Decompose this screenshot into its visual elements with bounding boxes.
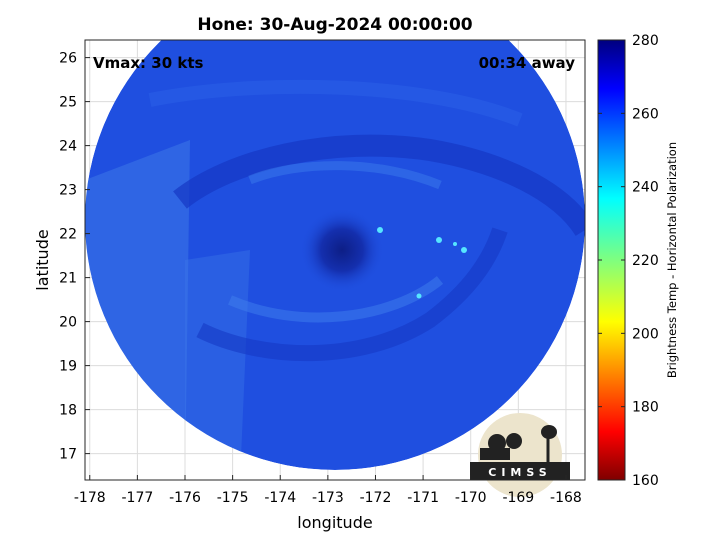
y-tick-label: 19 (59, 359, 77, 375)
x-tick-label: -173 (312, 490, 344, 506)
time-away-label: 00:34 away (479, 54, 576, 72)
colorbar-tick-label: 160 (632, 473, 659, 489)
vmax-label: Vmax: 30 kts (93, 54, 203, 72)
colorbar-label: Brightness Temp - Horizontal Polarizatio… (665, 142, 679, 378)
logo-text: CIMSS (488, 466, 551, 479)
y-tick-label: 26 (59, 51, 77, 67)
x-tick-label: -174 (264, 490, 296, 506)
colorbar-tick-label: 260 (632, 106, 659, 122)
x-tick-label: -169 (502, 490, 534, 506)
x-tick-label: -177 (121, 490, 153, 506)
axes-frame (84, 39, 586, 481)
x-tick-label: -176 (169, 490, 201, 506)
x-tick-label: -168 (550, 490, 582, 506)
cold-spot (453, 242, 457, 246)
x-tick-label: -178 (74, 490, 106, 506)
colorbar (597, 39, 626, 481)
microwave-swath (85, 40, 585, 470)
y-tick-label: 17 (59, 447, 77, 463)
colorbar-ticks: 280 260 240 220 200 180 160 (598, 33, 659, 489)
colorbar-tick-label: 240 (632, 180, 659, 196)
y-tick-label: 25 (59, 95, 77, 111)
x-tick-label: -171 (407, 490, 439, 506)
cold-spot (436, 237, 442, 243)
y-tick-label: 22 (59, 227, 77, 243)
x-axis-label: longitude (297, 513, 372, 532)
x-tick-label: -170 (455, 490, 487, 506)
colorbar-tick-label: 200 (632, 326, 659, 342)
colorbar-tick-label: 220 (632, 253, 659, 269)
cold-spot (377, 227, 383, 233)
colorbar-tick-label: 180 (632, 400, 659, 416)
x-tick-label: -172 (360, 490, 392, 506)
y-tick-label: 23 (59, 183, 77, 199)
cimss-logo: CIMSS (470, 413, 570, 497)
y-tick-label: 20 (59, 315, 77, 331)
cold-spot (416, 293, 422, 299)
cold-spot (461, 247, 467, 253)
y-axis-label: latitude (33, 229, 52, 290)
x-tick-label: -175 (217, 490, 249, 506)
chart-title: Hone: 30-Aug-2024 00:00:00 (197, 15, 472, 35)
axis-ticks: -178 -177 -176 -175 -174 -173 -172 -171 -170 -169… (59, 51, 582, 506)
y-tick-label: 21 (59, 271, 77, 287)
y-tick-label: 24 (59, 139, 77, 155)
colorbar-tick-label: 280 (632, 33, 659, 49)
y-tick-label: 18 (59, 403, 77, 419)
